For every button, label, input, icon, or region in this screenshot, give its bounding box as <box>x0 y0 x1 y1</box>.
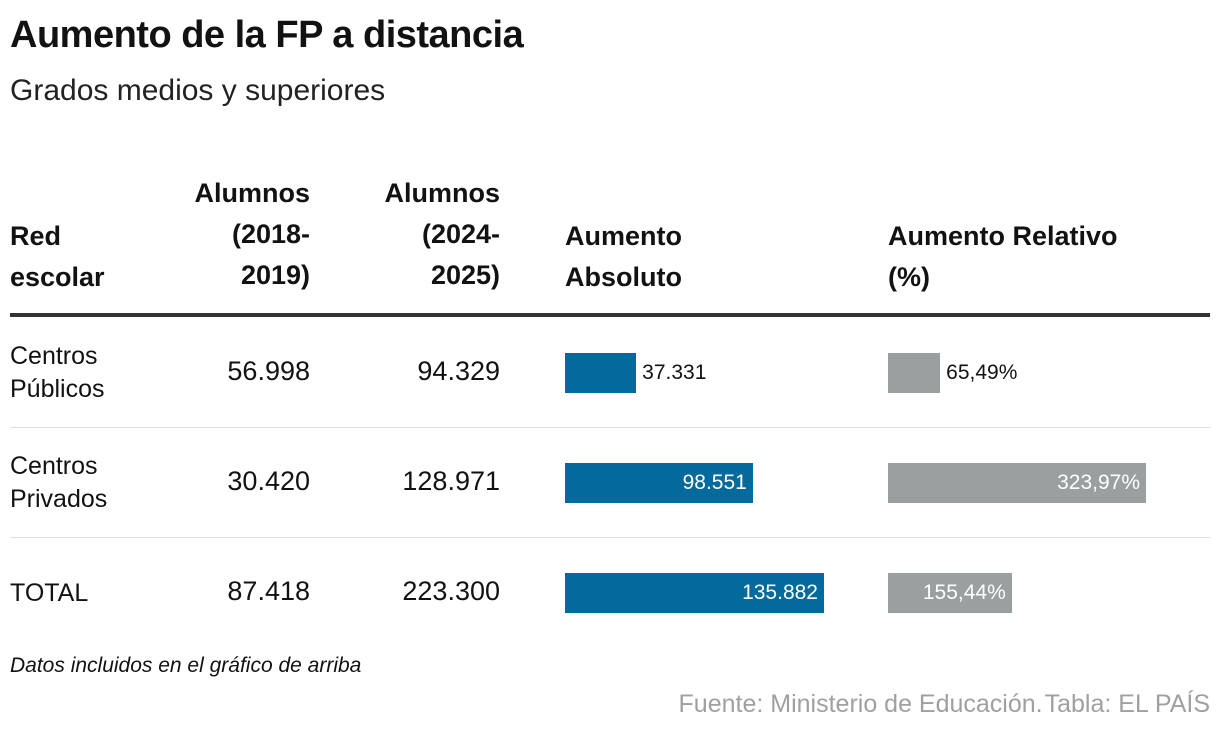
alumnos-2018-value: 87.418 <box>227 576 310 606</box>
alumnos-2018-value: 30.420 <box>227 466 310 496</box>
row-name: TOTAL <box>10 577 88 610</box>
row-name-line: Centros <box>10 342 98 370</box>
source-tabla: Tabla: EL PAÍS <box>1044 690 1210 718</box>
source-credit: Fuente: Ministerio de Educación.Tabla: E… <box>677 690 1210 719</box>
row-name-line: TOTAL <box>10 578 89 607</box>
row-divider <box>10 427 1210 428</box>
header-aumento-relativo-line: Aumento Relativo <box>888 221 1118 251</box>
header-red-escolar: Red escolar <box>10 216 160 298</box>
row-divider <box>10 537 1210 538</box>
relative-bar <box>888 353 941 393</box>
absolute-bar <box>565 463 753 503</box>
alumnos-2024-value: 128.971 <box>402 466 500 496</box>
alumnos-2024-value: 94.329 <box>417 356 500 386</box>
header-alumnos-2018-line: Alumnos <box>194 178 310 208</box>
absolute-bar-label: 135.882 <box>742 581 818 604</box>
header-aumento-absoluto-line: Aumento <box>565 221 682 251</box>
header-aumento-absoluto-line: Absoluto <box>565 262 682 292</box>
relative-bar-label: 65,49% <box>946 361 1018 384</box>
relative-bar-label: 323,97% <box>1057 471 1140 494</box>
header-alumnos-2018-line: 2019) <box>240 260 310 290</box>
relative-bar <box>888 573 1012 613</box>
header-alumnos-2024-line: 2025) <box>430 260 500 290</box>
relative-bar <box>888 463 1146 503</box>
absolute-bar-label: 98.551 <box>682 471 747 494</box>
header-aumento-absoluto: Aumento Absoluto <box>565 216 865 298</box>
header-aumento-relativo-line: (%) <box>888 262 930 292</box>
row-name-line: Privados <box>10 485 108 513</box>
row-name: Centros Públicos <box>10 340 105 406</box>
absolute-bar <box>565 573 824 613</box>
absolute-bar-label: 37.331 <box>642 361 707 384</box>
chart-title: Aumento de la FP a distancia <box>10 14 524 56</box>
header-alumnos-2024-line: Alumnos <box>384 178 500 208</box>
header-aumento-relativo: Aumento Relativo (%) <box>888 216 1208 298</box>
alumnos-2024-value: 223.300 <box>402 576 500 606</box>
relative-bar-label: 155,44% <box>922 581 1006 604</box>
source-fuente: Fuente: Ministerio de Educación. <box>678 690 1043 718</box>
row-name-line: Centros <box>10 452 98 480</box>
header-alumnos-2024-line: (2024- <box>421 219 500 249</box>
header-alumnos-2018-line: (2018- <box>231 219 310 249</box>
absolute-bar <box>565 353 637 393</box>
row-name-line: Públicos <box>10 375 105 403</box>
header-divider <box>10 313 1210 317</box>
header-red-escolar-line: Red <box>10 221 62 251</box>
alumnos-2018-value: 56.998 <box>227 356 310 386</box>
footnote: Datos incluidos en el gráfico de arriba <box>10 654 362 677</box>
header-alumnos-2018: Alumnos (2018- 2019) <box>150 173 310 296</box>
row-name: Centros Privados <box>10 450 107 516</box>
header-alumnos-2024: Alumnos (2024- 2025) <box>340 173 500 296</box>
header-red-escolar-line: escolar <box>10 262 105 292</box>
chart-subtitle: Grados medios y superiores <box>10 74 386 107</box>
